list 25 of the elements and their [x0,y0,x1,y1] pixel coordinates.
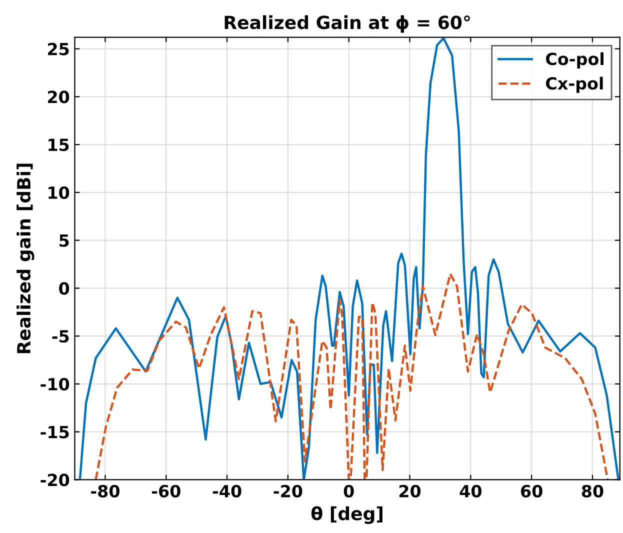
y-tick-label: 15 [48,138,69,152]
line-series [94,272,609,480]
x-tick-label: 0 [344,484,354,498]
legend-label: Co-pol [546,52,604,68]
y-tick-label: 25 [48,42,69,56]
chart-title: Realized Gain at ϕ = 60° [224,15,470,33]
x-tick-label: -40 [212,484,242,498]
x-tick-label: -20 [274,484,302,498]
x-tick-label: 80 [582,484,604,498]
y-tick-label: -20 [40,474,70,486]
x-tick-label: -60 [152,484,180,498]
x-tick-label: -80 [91,484,120,498]
legend-label: Cx-pol [546,76,603,93]
y-tick-label: -10 [40,378,70,391]
y-tick-label: 0 [59,282,70,295]
y-tick-label: 5 [60,234,69,247]
y-tick-label: 20 [48,90,70,104]
x-tick-label: 20 [399,484,421,498]
x-tick-label: 60 [521,484,542,498]
x-axis-title: θ [deg] [311,506,382,524]
x-tick-label: 40 [460,484,482,498]
y-tick-label: -15 [40,426,69,438]
y-tick-label: -5 [52,330,69,343]
y-axis-title: Realized gain [dBi] [16,164,34,354]
y-tick-label: 10 [48,186,70,200]
